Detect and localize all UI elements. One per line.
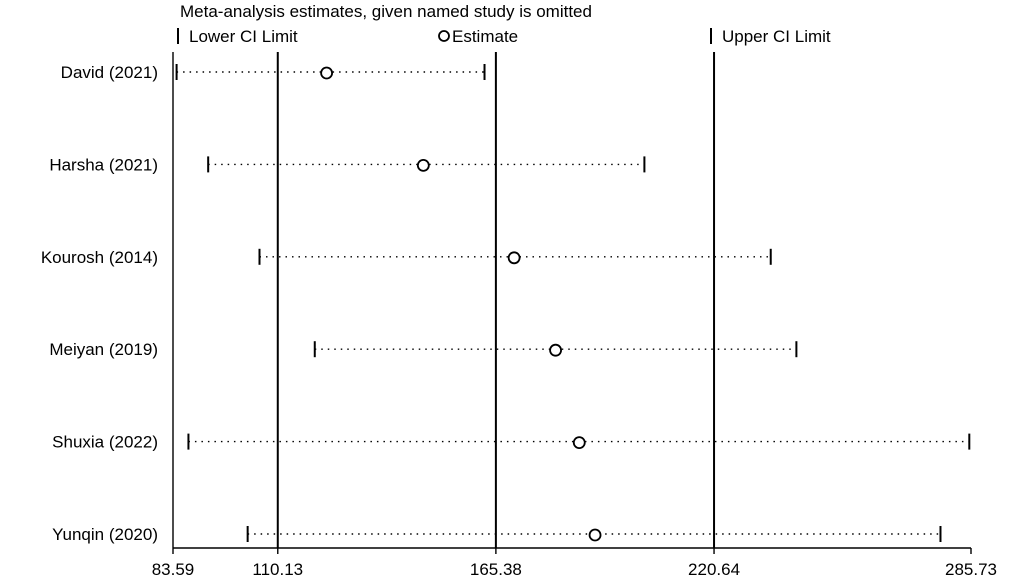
legend-estimate-marker — [438, 30, 450, 42]
study-row: Kourosh (2014) — [41, 248, 772, 267]
estimate-point — [416, 158, 430, 172]
study-label: Yunqin (2020) — [52, 525, 158, 544]
study-row: Harsha (2021) — [49, 155, 646, 174]
axes: 83.59 110.13 165.38 220.64 285.73 — [152, 52, 997, 579]
study-label: Harsha (2021) — [49, 155, 158, 174]
chart-title: Meta-analysis estimates, given named stu… — [180, 2, 592, 21]
study-label: Meiyan (2019) — [49, 340, 158, 359]
study-label: Shuxia (2022) — [52, 433, 158, 452]
estimate-point — [572, 436, 586, 450]
study-label: David (2021) — [61, 63, 158, 82]
estimate-point — [549, 343, 562, 357]
x-tick-label: 220.64 — [688, 560, 740, 579]
x-tick-label: 165.38 — [470, 560, 522, 579]
study-row: David (2021) — [61, 63, 486, 82]
study-row: Shuxia (2022) — [52, 433, 971, 452]
estimate-point — [320, 66, 334, 80]
study-row: Meiyan (2019) — [49, 340, 798, 359]
legend-estimate-label: Estimate — [452, 27, 518, 46]
study-rows: David (2021) Harsha (2021) Kourosh (2014) M… — [41, 63, 971, 544]
study-row: Yunqin (2020) — [52, 525, 942, 544]
x-tick-label: 110.13 — [252, 560, 303, 579]
estimate-point — [507, 251, 521, 265]
x-tick-label: 83.59 — [152, 560, 195, 579]
legend-lower-label: Lower CI Limit — [189, 27, 298, 46]
legend: Meta-analysis estimates, given named stu… — [177, 2, 831, 46]
reference-lines — [276, 52, 716, 548]
study-label: Kourosh (2014) — [41, 248, 158, 267]
x-tick-label: 285.73 — [945, 560, 997, 579]
legend-upper-label: Upper CI Limit — [722, 27, 831, 46]
estimate-point — [588, 528, 602, 542]
